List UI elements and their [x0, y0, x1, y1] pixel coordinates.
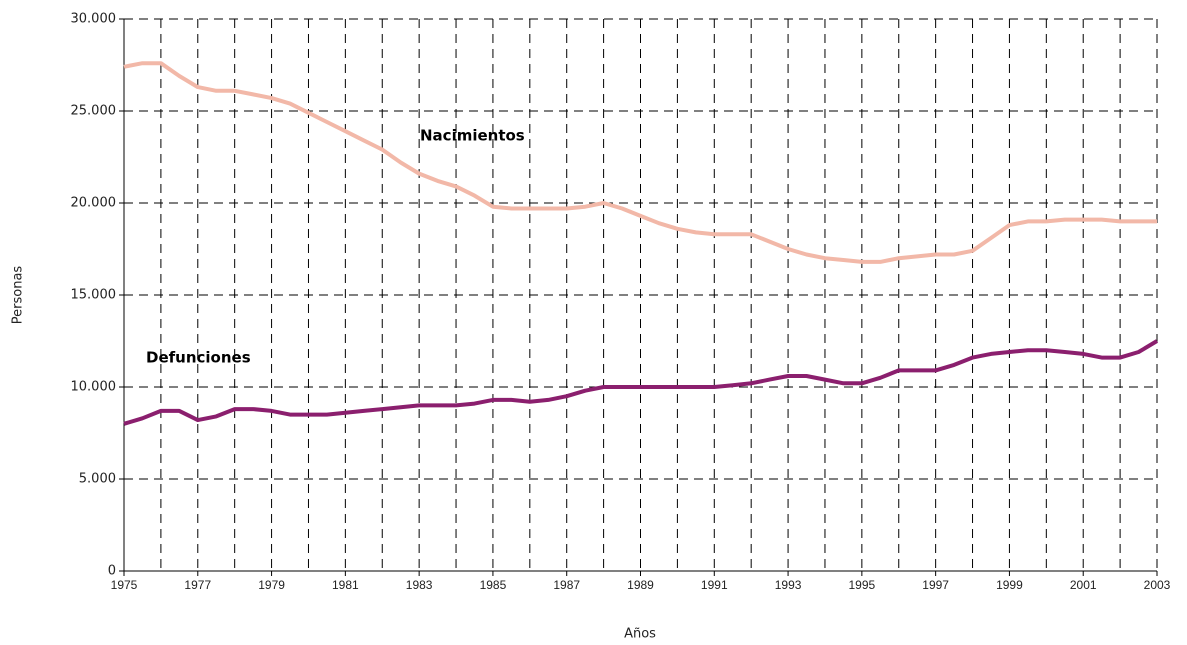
- y-tick-label: 25.000: [71, 104, 117, 119]
- series-label: Defunciones: [146, 349, 251, 367]
- x-tick-label: 1975: [111, 578, 138, 592]
- line-series: [123, 339, 1159, 426]
- x-tick-label: 2003: [1144, 578, 1171, 592]
- y-tick-label: 10.000: [71, 380, 117, 395]
- line-series: [123, 61, 1157, 264]
- x-tick-label: 1989: [627, 578, 654, 592]
- x-tick-label: 1979: [258, 578, 285, 592]
- x-tick-label: 1999: [996, 578, 1023, 592]
- x-tick-label: 1991: [701, 578, 728, 592]
- y-axis-label: Personas: [11, 266, 26, 325]
- y-tick-label: 0: [108, 564, 116, 579]
- x-tick-label: 1987: [553, 578, 580, 592]
- y-tick-label: 30.000: [71, 12, 117, 27]
- x-axis-label: Años: [624, 627, 656, 642]
- x-tick-label: 1983: [406, 578, 433, 592]
- y-tick-label: 20.000: [71, 196, 117, 211]
- series-label: Nacimientos: [420, 127, 525, 145]
- x-tick-label: 1985: [480, 578, 507, 592]
- y-tick-label: 5.000: [79, 472, 116, 487]
- x-tick-label: 1995: [849, 578, 876, 592]
- x-tick-label: 1981: [332, 578, 359, 592]
- x-tick-label: 1997: [922, 578, 949, 592]
- x-tick-label: 1993: [775, 578, 802, 592]
- x-tick-label: 2001: [1070, 578, 1097, 592]
- y-tick-label: 15.000: [71, 288, 117, 303]
- x-tick-label: 1977: [184, 578, 211, 592]
